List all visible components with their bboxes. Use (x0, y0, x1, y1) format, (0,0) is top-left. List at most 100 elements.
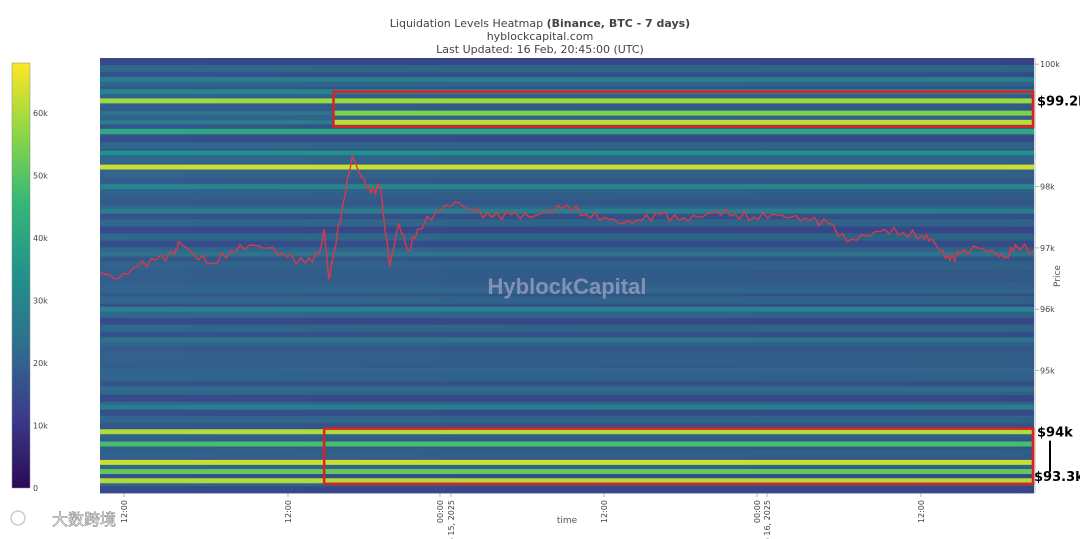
corner-text: 大数跨境 (52, 510, 116, 529)
liquidation-band (100, 386, 1034, 392)
y-tick-label: 96k (1040, 305, 1055, 314)
heat-cell-row (100, 415, 1034, 424)
liquidation-band (100, 429, 1034, 435)
liquidation-band (100, 367, 1034, 373)
colorbar-tick-label: 10k (33, 422, 48, 431)
liquidation-band (100, 337, 1034, 343)
corner-logo: 大数跨境 (10, 510, 116, 529)
colorbar-tick-label: 50k (33, 172, 48, 181)
heat-cell-row (100, 394, 1034, 403)
annotation-label: $99.2k (1037, 95, 1080, 110)
y-tick-label: 95k (1040, 366, 1055, 375)
heat-cell-row (100, 345, 1034, 354)
annotations: $99.2k $94k $93.3k (322, 90, 1080, 486)
x-tick-label: eb 15, 2025 (447, 500, 456, 539)
heat-cell-row (100, 177, 1034, 185)
heat-cell-row (100, 100, 1034, 108)
x-tick-label: 12:00 (120, 500, 129, 523)
heat-cell-row (100, 121, 1034, 129)
heat-cell-row (100, 450, 1034, 459)
heat-cell-row (100, 436, 1034, 445)
heat-cell-row (100, 219, 1034, 227)
x-tick-label: 12:00 (284, 500, 293, 523)
heat-cell-row (100, 331, 1034, 340)
liquidation-band (100, 306, 1034, 312)
heat-cell-row (100, 191, 1034, 199)
heat-cell-row (100, 114, 1034, 122)
x-ticks: 12:00 12:00 00:00 eb 15, 2025 12:00 00:00 eb 1… (120, 493, 926, 539)
x-tick-label: 12:00 (600, 500, 609, 523)
x-tick-label: 00:00 (753, 500, 762, 523)
heat-cell-row (100, 93, 1034, 101)
plot-area: HyblockCapital $99.2k $94k $93.3k (99, 58, 1080, 494)
heat-cell-row (100, 212, 1034, 220)
heat-cell-row (100, 198, 1034, 206)
colorbar-tick-label: 0 (33, 484, 38, 493)
y-ticks: 100k 98k 97k 96k 95k (1035, 60, 1060, 375)
heat-cell-row (100, 240, 1034, 248)
heat-cell-row (100, 338, 1034, 347)
heat-cell-row (100, 443, 1034, 452)
annotation-label: $94k (1037, 426, 1073, 441)
heat-cell-row (100, 268, 1034, 276)
colorbar-tick-label: 60k (33, 109, 48, 118)
heat-cell-row (100, 464, 1034, 473)
colorbar-tick-label: 40k (33, 234, 48, 243)
liquidation-band (333, 119, 1034, 125)
highlight-box (322, 427, 1035, 486)
heat-cell-row (100, 359, 1034, 368)
liquidation-band (333, 110, 1034, 116)
heat-cell-row (100, 58, 1034, 66)
heat-cell-row (100, 310, 1034, 319)
liquidation-band (100, 98, 1034, 104)
heat-cell-row (100, 170, 1034, 178)
liquidation-band (100, 288, 1034, 294)
annotation-label: $93.3k (1034, 470, 1080, 485)
colorbar-tick-label: 30k (33, 297, 48, 306)
colorbar-tick-label: 20k (33, 359, 48, 368)
liquidation-band (100, 459, 1034, 465)
watermark: HyblockCapital (488, 274, 647, 299)
heat-cell-row (100, 485, 1034, 494)
liquidation-band-faint (100, 120, 334, 125)
chart-subtitle: hyblockcapital.com (486, 30, 594, 43)
liquidation-band (100, 478, 1034, 484)
liquidation-band (100, 129, 1034, 135)
x-tick-label: eb 16, 2025 (763, 500, 772, 539)
liquidation-band (100, 164, 1034, 170)
y-tick-label: 97k (1040, 244, 1055, 253)
y-tick-label: 98k (1040, 183, 1055, 192)
liquidation-band (100, 469, 1034, 475)
heat-cell-row (100, 254, 1034, 262)
heat-cell-row (100, 373, 1034, 382)
y-tick-label: 100k (1040, 60, 1060, 69)
highlight-box (332, 90, 1035, 128)
heat-cell-row (100, 324, 1034, 333)
price-line (99, 153, 1035, 282)
liquidation-band (100, 441, 1034, 447)
corner-logo-icon (10, 510, 26, 526)
liquidation-band-faint (100, 111, 334, 116)
heat-cell-row (100, 408, 1034, 417)
heat-cell-row (100, 142, 1034, 150)
liquidation-band (100, 150, 1034, 156)
heat-cell-row (100, 387, 1034, 396)
x-tick-label: 00:00 (436, 500, 445, 523)
heat-cell-row (100, 72, 1034, 80)
colorbar (11, 62, 31, 489)
liquidation-band (100, 76, 1034, 82)
colorbar-ticks: 60k 50k 40k 30k 20k 10k 0 (33, 109, 48, 493)
liquidation-band (100, 184, 1034, 190)
y-axis-label: Price (1053, 265, 1063, 287)
heat-cell-row (100, 380, 1034, 389)
heat-cell-row (100, 135, 1034, 143)
heat-cell-row (100, 233, 1034, 241)
liquidation-band (100, 208, 1034, 214)
heat-cell-row (100, 422, 1034, 431)
heat-cell-row (100, 296, 1034, 305)
chart-title-block: Liquidation Levels Heatmap (Binance, BTC… (300, 17, 780, 56)
liquidation-band (100, 251, 1034, 257)
liquidation-band (100, 404, 1034, 410)
heat-cell-row (100, 471, 1034, 480)
